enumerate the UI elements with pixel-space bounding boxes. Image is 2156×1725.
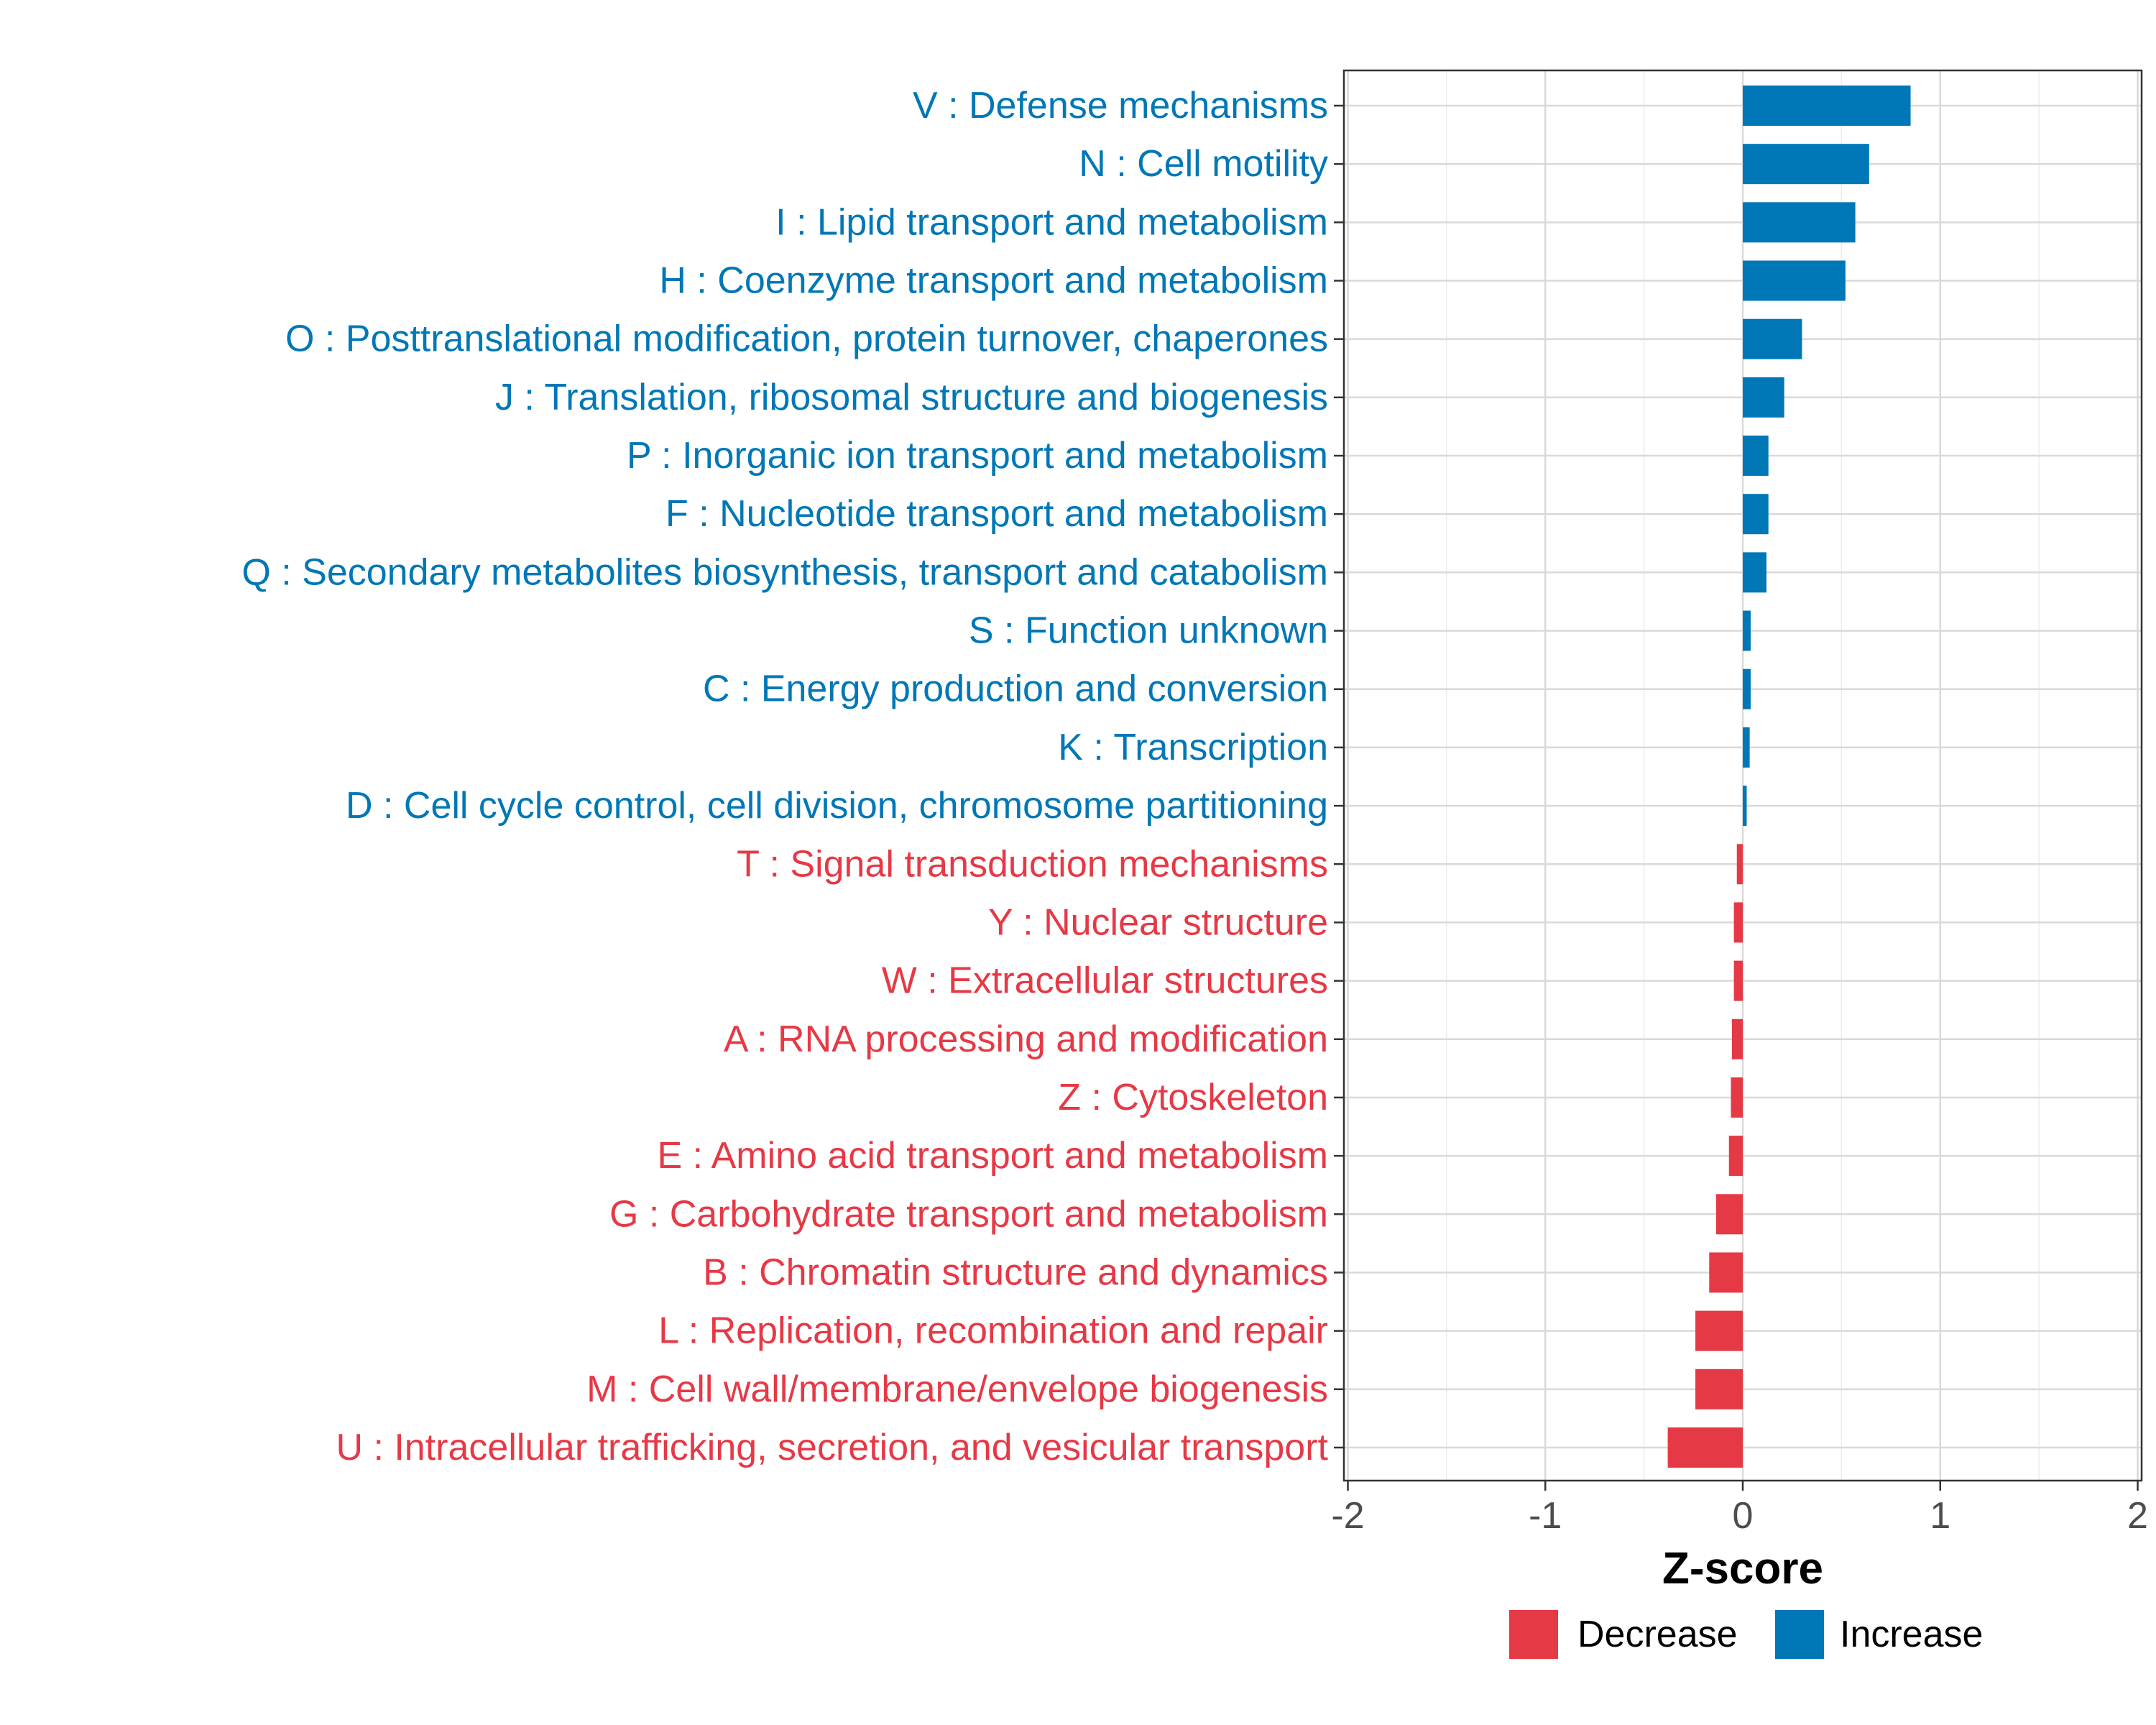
x-tick-label: 2 xyxy=(2127,1495,2148,1537)
category-label: Q : Secondary metabolites biosynthesis, … xyxy=(241,551,1328,593)
category-label: G : Carbohydrate transport and metabolis… xyxy=(609,1193,1328,1235)
category-label: A : RNA processing and modification xyxy=(724,1018,1328,1060)
bar xyxy=(1733,960,1743,1001)
category-label: P : Inorganic ion transport and metaboli… xyxy=(627,435,1328,477)
bar xyxy=(1731,1077,1743,1118)
category-label: E : Amino acid transport and metabolism xyxy=(657,1135,1328,1177)
bar xyxy=(1743,494,1769,535)
category-label: V : Defense mechanisms xyxy=(913,85,1328,126)
category-label: B : Chromatin structure and dynamics xyxy=(703,1251,1328,1293)
category-label: I : Lipid transport and metabolism xyxy=(775,201,1328,243)
category-label: L : Replication, recombination and repai… xyxy=(658,1310,1328,1352)
bar xyxy=(1736,844,1743,885)
category-label: M : Cell wall/membrane/envelope biogenes… xyxy=(586,1368,1328,1410)
category-label: T : Signal transduction mechanisms xyxy=(737,843,1328,885)
category-label: O : Posttranslational modification, prot… xyxy=(285,318,1328,360)
category-label: J : Translation, ribosomal structure and… xyxy=(495,377,1328,418)
legend: Decrease Increase xyxy=(1509,1610,1983,1659)
bar xyxy=(1709,1252,1743,1293)
bar xyxy=(1743,668,1751,709)
category-label: H : Coenzyme transport and metabolism xyxy=(659,260,1328,302)
category-label: F : Nucleotide transport and metabolism xyxy=(665,493,1328,535)
bar xyxy=(1728,1136,1743,1177)
y-axis: V : Defense mechanisms N : Cell motility I… xyxy=(241,85,1344,1468)
bar xyxy=(1731,1018,1743,1059)
bar xyxy=(1743,727,1750,768)
category-label: U : Intracellular trafficking, secretion… xyxy=(336,1427,1328,1468)
bar xyxy=(1715,1194,1743,1235)
category-label: S : Function unknown xyxy=(969,610,1328,652)
bars xyxy=(1667,86,1911,1468)
legend-swatch xyxy=(1775,1610,1824,1659)
x-axis: -2 -1 0 1 2 xyxy=(1331,1481,2148,1537)
x-axis-title: Z-score xyxy=(1662,1544,1823,1593)
bar xyxy=(1743,144,1869,185)
x-tick-label: 0 xyxy=(1733,1495,1754,1537)
category-label: K : Transcription xyxy=(1058,727,1328,768)
bar xyxy=(1733,902,1743,943)
bar xyxy=(1743,260,1846,301)
category-label: C : Energy production and conversion xyxy=(703,668,1328,710)
category-label: Y : Nuclear structure xyxy=(988,901,1328,943)
bar xyxy=(1695,1310,1743,1351)
category-label: W : Extracellular structures xyxy=(882,960,1328,1002)
category-label: D : Cell cycle control, cell division, c… xyxy=(346,785,1328,827)
x-tick-label: -1 xyxy=(1529,1495,1562,1537)
category-label: Z : Cytoskeleton xyxy=(1058,1077,1328,1118)
x-tick-label: -2 xyxy=(1331,1495,1364,1537)
bar xyxy=(1743,202,1856,243)
legend-swatch xyxy=(1509,1610,1558,1659)
bar xyxy=(1695,1368,1743,1409)
bar xyxy=(1743,318,1802,359)
bar xyxy=(1743,786,1747,827)
legend-label: Decrease xyxy=(1577,1614,1738,1655)
bar xyxy=(1667,1427,1743,1468)
bar xyxy=(1743,86,1911,126)
bar xyxy=(1743,552,1766,593)
legend-label: Increase xyxy=(1840,1614,1983,1655)
category-label: N : Cell motility xyxy=(1079,143,1328,185)
x-tick-label: 1 xyxy=(1930,1495,1950,1537)
bar xyxy=(1743,377,1784,418)
bar xyxy=(1743,610,1751,651)
bar xyxy=(1743,436,1769,477)
